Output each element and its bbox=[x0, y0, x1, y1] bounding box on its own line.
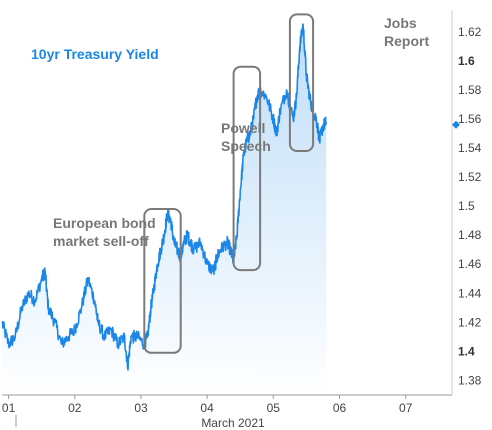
y-tick-label: 1.58 bbox=[458, 83, 482, 97]
x-tick-label: 05 bbox=[267, 401, 281, 415]
annotation-label: Report bbox=[384, 33, 429, 49]
x-tick-label: 03 bbox=[134, 401, 148, 415]
x-tick-label: 04 bbox=[200, 401, 214, 415]
y-tick-label: 1.4 bbox=[458, 344, 475, 358]
annotation-label: European bond bbox=[53, 215, 156, 231]
series-area bbox=[2, 24, 327, 395]
area-layer bbox=[2, 24, 327, 395]
annotation-label: Speech bbox=[221, 138, 271, 154]
x-axis-label: March 2021 bbox=[201, 416, 265, 430]
y-tick-label: 1.56 bbox=[458, 112, 482, 126]
annotation-boxes bbox=[143, 13, 315, 354]
text-layer: 10yr Treasury Yield March 2021 European … bbox=[31, 15, 429, 430]
y-tick-label: 1.46 bbox=[458, 257, 482, 271]
y-tick-label: 1.54 bbox=[458, 141, 482, 155]
x-tick-label: 01 bbox=[2, 401, 16, 415]
annotation-label: Powell bbox=[221, 120, 265, 136]
tick-layer: 1.38 1.4 1.42 1.44 1.46 1.48 1.5 1.52 1.54 1.56 1.… bbox=[2, 25, 482, 427]
axis-layer bbox=[2, 10, 453, 396]
current-value-marker bbox=[452, 120, 460, 129]
y-tick-label: 1.52 bbox=[458, 170, 482, 184]
y-tick-label: 1.6 bbox=[458, 54, 475, 68]
y-tick-label: 1.62 bbox=[458, 25, 482, 39]
annotation-box bbox=[143, 208, 182, 354]
annotation-label: market sell-off bbox=[53, 233, 149, 249]
y-tick-label: 1.38 bbox=[458, 374, 482, 388]
annotation-box bbox=[288, 13, 315, 153]
annotation-label: Jobs bbox=[384, 15, 417, 31]
annotation-box bbox=[232, 65, 262, 272]
chart-title: 10yr Treasury Yield bbox=[31, 46, 159, 62]
line-layer bbox=[1, 23, 328, 371]
y-tick-label: 1.44 bbox=[458, 286, 482, 300]
y-tick-label: 1.5 bbox=[458, 199, 475, 213]
x-tick-label: 06 bbox=[333, 401, 347, 415]
series-line bbox=[1, 23, 328, 371]
x-tick-label: 02 bbox=[68, 401, 82, 415]
x-tick-label: 07 bbox=[399, 401, 413, 415]
y-tick-label: 1.42 bbox=[458, 315, 482, 329]
y-tick-label: 1.48 bbox=[458, 228, 482, 242]
